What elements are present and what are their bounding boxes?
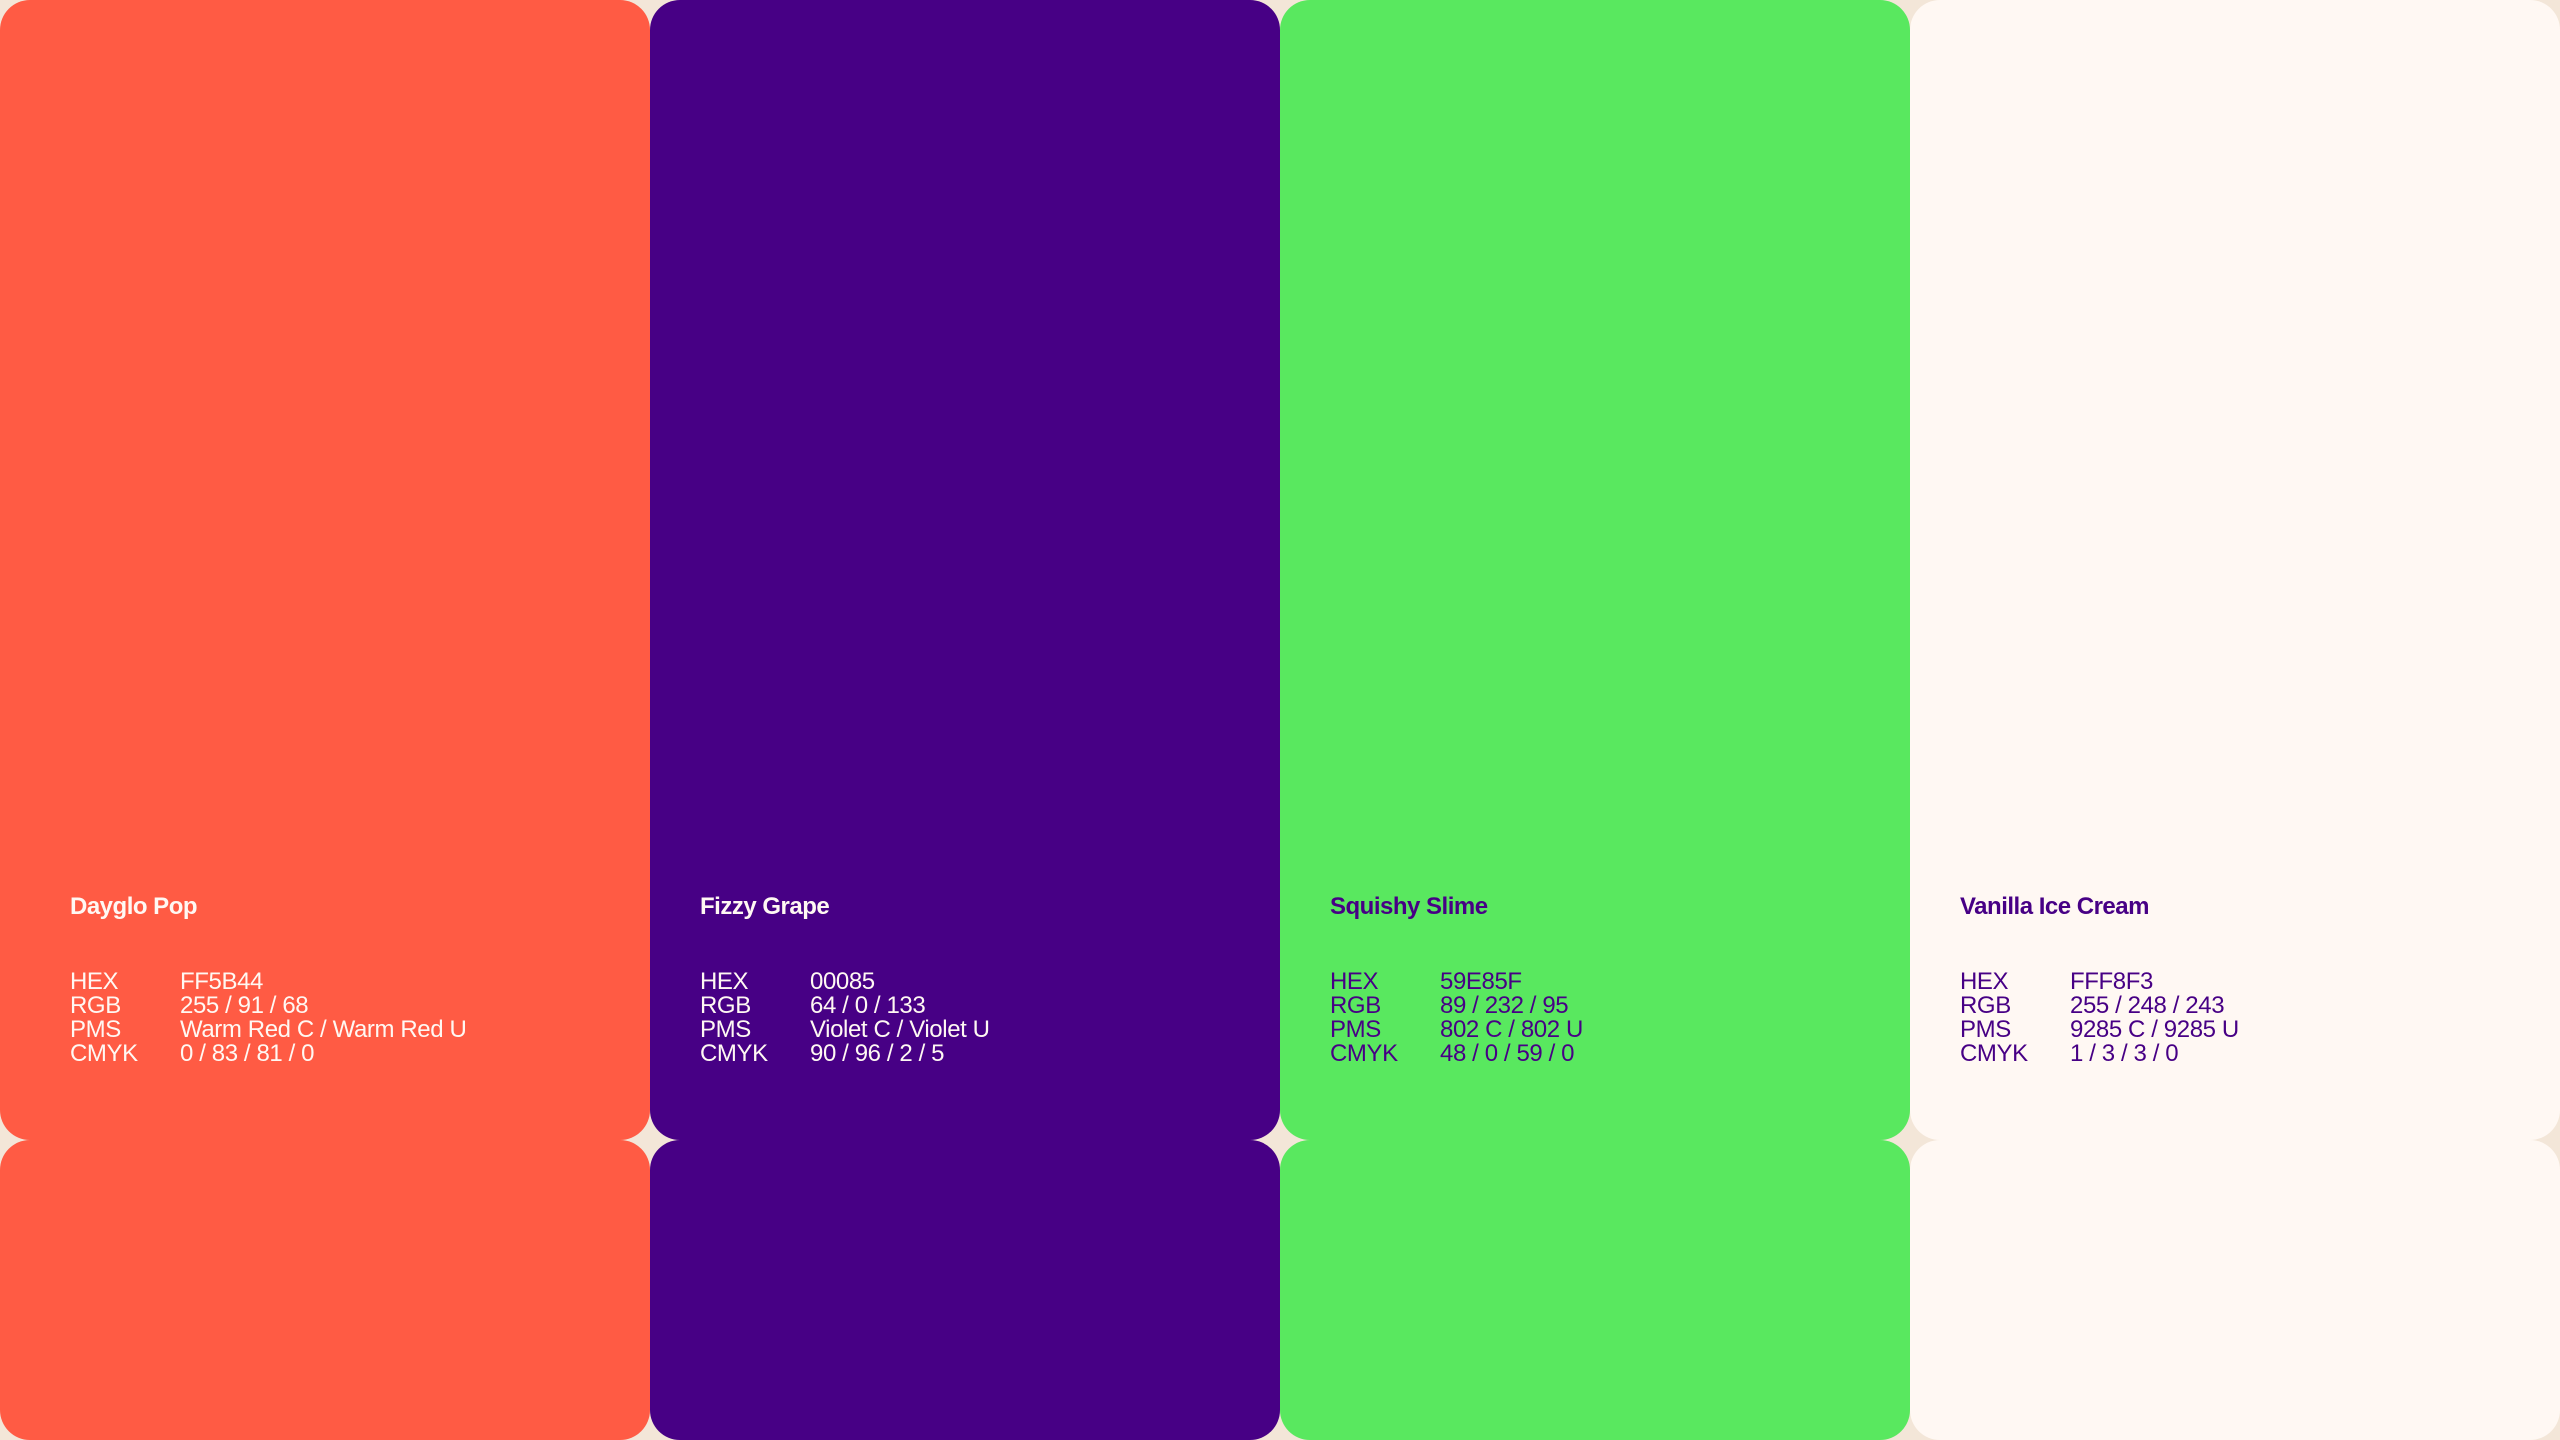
spec-label: HEX [1960, 968, 2009, 995]
spec-value: 64 / 0 / 133 [810, 992, 926, 1019]
swatch-card: Squishy Slime HEX 59E85F RGB 89 / 232 / … [1280, 0, 1910, 1140]
spec-label: PMS [1960, 1016, 2011, 1043]
swatch-name: Fizzy Grape [700, 893, 830, 920]
spec-value: 255 / 248 / 243 [2070, 992, 2225, 1019]
spec-value: 00085 [810, 968, 875, 995]
spec-row: RGB 255 / 248 / 243 [1960, 994, 2239, 1018]
spec-row: PMS Warm Red C / Warm Red U [70, 1016, 467, 1043]
spec-row: HEX FFF8F3 [1960, 970, 2239, 994]
swatch-name: Vanilla Ice Cream [1960, 893, 2149, 920]
spec-label: HEX [70, 968, 119, 995]
spec-value: 255 / 91 / 68 [180, 992, 309, 1019]
spec-row: RGB 64 / 0 / 133 [700, 994, 990, 1018]
spec-row: RGB 255 / 91 / 68 [70, 994, 466, 1018]
spec-row: CMYK 90 / 96 / 2 / 5 [700, 1042, 990, 1066]
spec-label: RGB [70, 992, 121, 1019]
spec-row: CMYK 0 / 83 / 81 / 0 [70, 1042, 466, 1066]
swatch-info: Vanilla Ice Cream HEX FFF8F3 RGB 255 / 2… [1960, 893, 2239, 1066]
swatch-tint-card [1910, 1140, 2560, 1440]
swatch-tint-card [1280, 1140, 1910, 1440]
spec-label: PMS [700, 1016, 751, 1043]
spec-value: 1 / 3 / 3 / 0 [2070, 1040, 2179, 1067]
spec-label: HEX [1330, 968, 1379, 995]
spec-label: PMS [1330, 1016, 1381, 1043]
spec-label: RGB [700, 992, 751, 1019]
spec-value: 0 / 83 / 81 / 0 [180, 1040, 315, 1067]
swatch-card: Fizzy Grape HEX 00085 RGB 64 / 0 / 133 P… [650, 0, 1280, 1140]
spec-value: 90 / 96 / 2 / 5 [810, 1040, 945, 1067]
spec-row: PMS 802 C / 802 U [1330, 1018, 1583, 1042]
swatch-info: Dayglo Pop HEX FF5B44 RGB 255 / 91 / 68 … [70, 893, 467, 1066]
spec-label: RGB [1960, 992, 2011, 1019]
spec-row: CMYK 1 / 3 / 3 / 0 [1960, 1042, 2239, 1066]
swatch-name: Squishy Slime [1330, 893, 1488, 920]
swatch-tint-card [0, 1140, 650, 1440]
spec-value: 9285 C / 9285 U [2070, 1016, 2239, 1043]
spec-value: FF5B44 [180, 968, 263, 995]
spec-row: PMS Violet C / Violet U [700, 1018, 990, 1042]
spec-row: HEX 00085 [700, 970, 990, 994]
spec-row: CMYK 48 / 0 / 59 / 0 [1330, 1042, 1583, 1066]
swatch-info: Fizzy Grape HEX 00085 RGB 64 / 0 / 133 P… [700, 893, 990, 1066]
spec-value: Violet C / Violet U [810, 1016, 990, 1043]
spec-value: Warm Red C / Warm Red U [180, 1016, 467, 1043]
swatch-tint-card [650, 1140, 1280, 1440]
swatch-column: Vanilla Ice Cream HEX FFF8F3 RGB 255 / 2… [1910, 0, 2560, 1440]
spec-label: CMYK [1960, 1040, 2028, 1067]
spec-row: RGB 89 / 232 / 95 [1330, 994, 1583, 1018]
swatch-info: Squishy Slime HEX 59E85F RGB 89 / 232 / … [1330, 893, 1583, 1066]
swatch-column: Squishy Slime HEX 59E85F RGB 89 / 232 / … [1280, 0, 1910, 1440]
swatch-column: Fizzy Grape HEX 00085 RGB 64 / 0 / 133 P… [650, 0, 1280, 1440]
spec-label: CMYK [700, 1040, 768, 1067]
swatch-column: Dayglo Pop HEX FF5B44 RGB 255 / 91 / 68 … [0, 0, 650, 1440]
spec-label: PMS [70, 1016, 121, 1043]
spec-row: HEX 59E85F [1330, 970, 1583, 994]
spec-value: 802 C / 802 U [1440, 1016, 1583, 1043]
spec-label: CMYK [70, 1040, 138, 1067]
swatch-card: Dayglo Pop HEX FF5B44 RGB 255 / 91 / 68 … [0, 0, 650, 1140]
spec-label: RGB [1330, 992, 1381, 1019]
swatch-name: Dayglo Pop [70, 893, 198, 920]
spec-value: 59E85F [1440, 968, 1522, 995]
spec-label: HEX [700, 968, 749, 995]
spec-value: 89 / 232 / 95 [1440, 992, 1569, 1019]
spec-value: 48 / 0 / 59 / 0 [1440, 1040, 1575, 1067]
swatch-card: Vanilla Ice Cream HEX FFF8F3 RGB 255 / 2… [1910, 0, 2560, 1140]
spec-value: FFF8F3 [2070, 968, 2153, 995]
spec-label: CMYK [1330, 1040, 1398, 1067]
spec-row: HEX FF5B44 [70, 970, 466, 994]
spec-row: PMS 9285 C / 9285 U [1960, 1018, 2239, 1042]
